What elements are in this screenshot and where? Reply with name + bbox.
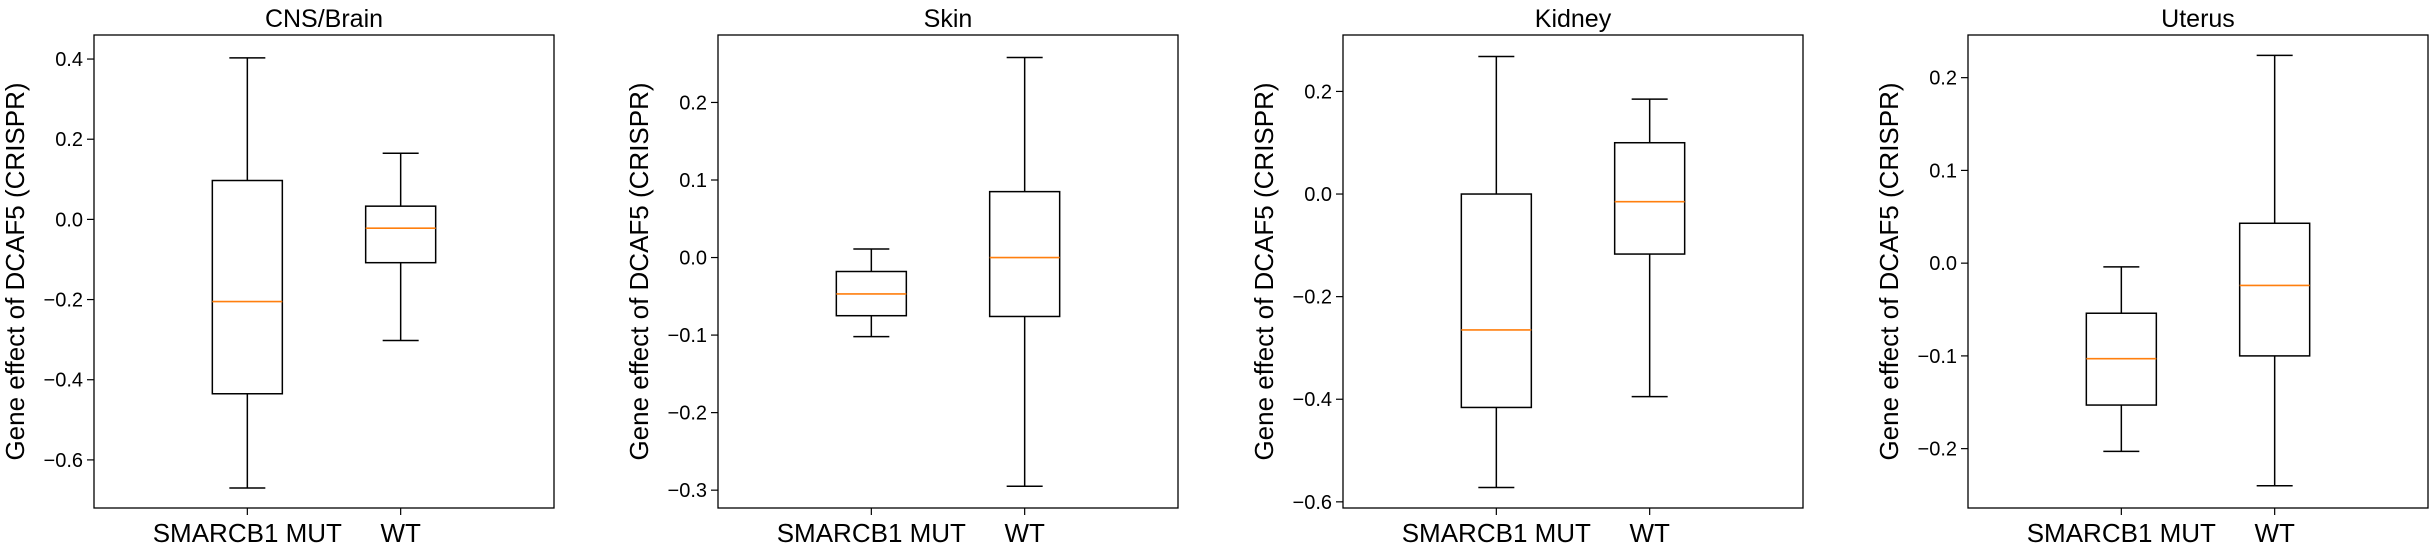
y-tick-label: −0.1 <box>668 325 707 347</box>
y-tick-label: −0.2 <box>1293 287 1332 309</box>
y-tick-label: −0.4 <box>1293 389 1332 411</box>
x-tick-label: WT <box>1004 518 1045 548</box>
y-tick-label: 0.2 <box>1929 68 1957 90</box>
iqr-box <box>211 179 284 395</box>
boxplot-wt <box>2238 54 2311 487</box>
y-tick-label: −0.3 <box>668 480 707 502</box>
x-tick-label: SMARCB1 MUT <box>1402 518 1591 548</box>
chart-title: Uterus <box>2161 5 2235 33</box>
y-tick-label: 0.2 <box>55 129 83 151</box>
iqr-box <box>2238 222 2311 357</box>
axes-frame <box>1342 34 1804 509</box>
y-tick-label: 0.2 <box>1304 81 1332 103</box>
axes-frame <box>93 34 555 509</box>
x-tick-label: WT <box>2254 518 2295 548</box>
iqr-box <box>1613 141 1686 255</box>
y-tick-label: 0.2 <box>679 92 707 114</box>
y-tick-label: 0.0 <box>55 209 83 231</box>
y-axis-label: Gene effect of DCAF5 (CRISPR) <box>0 82 30 460</box>
boxplot-wt <box>364 152 437 342</box>
y-tick-label: 0.0 <box>1304 184 1332 206</box>
y-tick-label: −0.4 <box>44 370 83 392</box>
boxplot-wt <box>988 56 1061 488</box>
y-tick-label: −0.6 <box>44 450 83 472</box>
iqr-box <box>1460 193 1533 409</box>
x-tick-label: WT <box>380 518 421 548</box>
y-axis-label: Gene effect of DCAF5 (CRISPR) <box>1249 82 1279 460</box>
boxplot-smarcb1-mut <box>835 248 908 338</box>
panel-kidney: Kidney Gene effect of DCAF5 (CRISPR) −0.6 −… <box>1249 5 1804 548</box>
panel-cns-brain: CNS/Brain Gene effect of DCAF5 (CRISPR) −0… <box>0 5 555 548</box>
y-tick-label: 0.1 <box>679 170 707 192</box>
y-axis-label: Gene effect of DCAF5 (CRISPR) <box>624 82 654 460</box>
x-tick-label: SMARCB1 MUT <box>153 518 342 548</box>
axes-frame <box>1967 34 2429 509</box>
x-tick-label: SMARCB1 MUT <box>777 518 966 548</box>
boxplot-smarcb1-mut <box>211 57 284 489</box>
y-axis-label: Gene effect of DCAF5 (CRISPR) <box>1874 82 1904 460</box>
x-tick-label: SMARCB1 MUT <box>2027 518 2216 548</box>
y-tick-label: −0.2 <box>1918 439 1957 461</box>
panel-uterus: Uterus Gene effect of DCAF5 (CRISPR) −0.2 −… <box>1874 5 2429 548</box>
axes-frame <box>717 34 1179 509</box>
y-tick-label: 0.0 <box>1929 253 1957 275</box>
boxplot-wt <box>1613 98 1686 398</box>
boxplot-smarcb1-mut <box>1460 55 1533 489</box>
iqr-box <box>988 190 1061 318</box>
y-tick-label: 0.0 <box>679 248 707 270</box>
y-tick-label: 0.1 <box>1929 160 1957 182</box>
y-tick-label: −0.6 <box>1293 492 1332 514</box>
panel-skin: Skin Gene effect of DCAF5 (CRISPR) −0.3 −0.… <box>624 5 1179 548</box>
y-tick-label: −0.2 <box>44 290 83 312</box>
chart-title: Skin <box>924 5 973 33</box>
y-tick-label: 0.4 <box>55 49 83 71</box>
x-tick-label: WT <box>1629 518 1670 548</box>
boxplot-smarcb1-mut <box>2085 266 2158 453</box>
chart-title: CNS/Brain <box>265 5 383 33</box>
iqr-box <box>364 205 437 264</box>
y-tick-label: −0.1 <box>1918 346 1957 368</box>
chart-title: Kidney <box>1535 5 1612 33</box>
y-tick-label: −0.2 <box>668 403 707 425</box>
